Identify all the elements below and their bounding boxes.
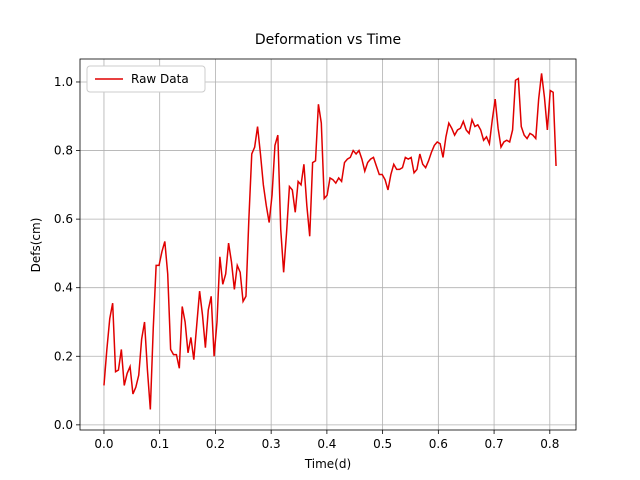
x-tick-label: 0.4 <box>317 437 336 451</box>
x-tick-label: 0.8 <box>540 437 559 451</box>
y-tick-label: 0.2 <box>54 349 73 363</box>
x-tick-label: 0.5 <box>373 437 392 451</box>
chart-title: Deformation vs Time <box>255 32 401 48</box>
y-tick-label: 0.6 <box>54 212 73 226</box>
x-tick-label: 0.6 <box>429 437 448 451</box>
y-tick-label: 1.0 <box>54 75 73 89</box>
data-line <box>103 73 557 410</box>
plot-frame <box>79 58 577 431</box>
x-tick-label: 0.1 <box>150 437 169 451</box>
y-tick-label: 0.8 <box>54 144 73 158</box>
x-tick-label: 0.2 <box>206 437 225 451</box>
y-axis-label: Defs(cm) <box>29 218 43 273</box>
y-tick-label: 0.0 <box>54 418 73 432</box>
x-tick-label: 0.0 <box>94 437 113 451</box>
x-axis-label: Time(d) <box>304 457 351 471</box>
x-tick-label: 0.3 <box>262 437 281 451</box>
legend-label: Raw Data <box>131 72 189 86</box>
y-tick-label: 0.4 <box>54 281 73 295</box>
legend-box <box>86 65 206 93</box>
x-tick-label: 0.7 <box>485 437 504 451</box>
